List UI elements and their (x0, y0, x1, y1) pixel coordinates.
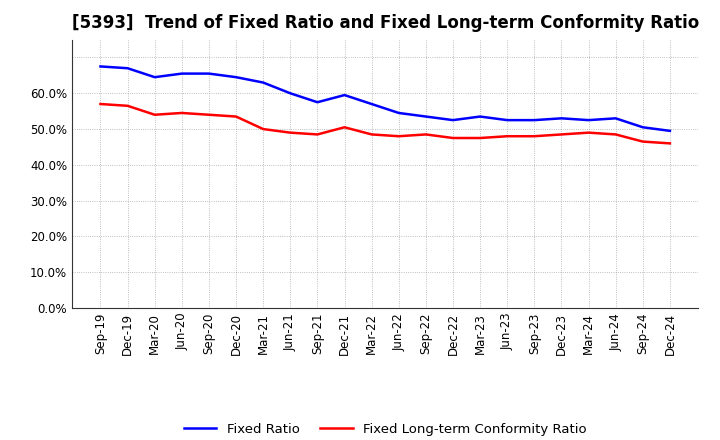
Fixed Long-term Conformity Ratio (476, 136, 485, 141)
Fixed Ratio (96, 64, 105, 69)
Fixed Long-term Conformity Ratio (530, 134, 539, 139)
Legend: Fixed Ratio, Fixed Long-term Conformity Ratio: Fixed Ratio, Fixed Long-term Conformity … (179, 418, 592, 440)
Fixed Ratio (611, 116, 620, 121)
Fixed Ratio (395, 110, 403, 116)
Fixed Long-term Conformity Ratio (150, 112, 159, 117)
Fixed Ratio (286, 91, 294, 96)
Fixed Ratio (259, 80, 268, 85)
Fixed Ratio (123, 66, 132, 71)
Fixed Ratio (204, 71, 213, 76)
Fixed Ratio (150, 74, 159, 80)
Fixed Ratio (421, 114, 430, 119)
Fixed Long-term Conformity Ratio (503, 134, 511, 139)
Fixed Ratio (341, 92, 349, 98)
Title: [5393]  Trend of Fixed Ratio and Fixed Long-term Conformity Ratio: [5393] Trend of Fixed Ratio and Fixed Lo… (71, 15, 699, 33)
Fixed Long-term Conformity Ratio (584, 130, 593, 135)
Fixed Long-term Conformity Ratio (557, 132, 566, 137)
Fixed Long-term Conformity Ratio (313, 132, 322, 137)
Fixed Ratio (557, 116, 566, 121)
Fixed Long-term Conformity Ratio (449, 136, 457, 141)
Line: Fixed Long-term Conformity Ratio: Fixed Long-term Conformity Ratio (101, 104, 670, 143)
Fixed Ratio (178, 71, 186, 76)
Fixed Ratio (530, 117, 539, 123)
Fixed Long-term Conformity Ratio (341, 125, 349, 130)
Line: Fixed Ratio: Fixed Ratio (101, 66, 670, 131)
Fixed Ratio (639, 125, 647, 130)
Fixed Long-term Conformity Ratio (395, 134, 403, 139)
Fixed Ratio (313, 99, 322, 105)
Fixed Long-term Conformity Ratio (123, 103, 132, 108)
Fixed Long-term Conformity Ratio (611, 132, 620, 137)
Fixed Ratio (232, 74, 240, 80)
Fixed Long-term Conformity Ratio (665, 141, 674, 146)
Fixed Long-term Conformity Ratio (259, 126, 268, 132)
Fixed Ratio (476, 114, 485, 119)
Fixed Long-term Conformity Ratio (204, 112, 213, 117)
Fixed Ratio (503, 117, 511, 123)
Fixed Long-term Conformity Ratio (367, 132, 376, 137)
Fixed Ratio (665, 128, 674, 133)
Fixed Long-term Conformity Ratio (421, 132, 430, 137)
Fixed Long-term Conformity Ratio (639, 139, 647, 144)
Fixed Long-term Conformity Ratio (286, 130, 294, 135)
Fixed Ratio (584, 117, 593, 123)
Fixed Ratio (449, 117, 457, 123)
Fixed Long-term Conformity Ratio (96, 101, 105, 106)
Fixed Long-term Conformity Ratio (232, 114, 240, 119)
Fixed Ratio (367, 101, 376, 106)
Fixed Long-term Conformity Ratio (178, 110, 186, 116)
